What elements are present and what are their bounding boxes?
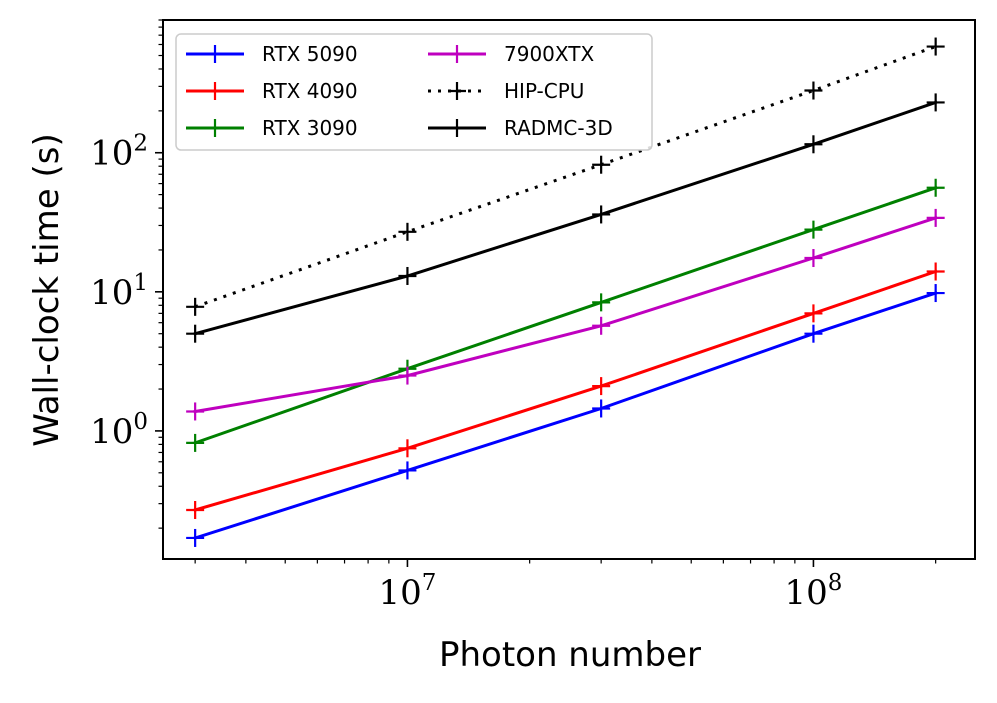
tick-base: 10 (378, 573, 421, 613)
data-point-marker (186, 324, 205, 343)
tick-base: 10 (90, 412, 133, 452)
data-point-marker (804, 304, 823, 323)
data-point-marker (804, 249, 823, 268)
data-point-marker (398, 266, 417, 285)
tick-base: 10 (90, 134, 133, 174)
data-point-marker (926, 262, 945, 281)
data-point-marker (398, 366, 417, 385)
data-point-marker (398, 461, 417, 480)
data-point-marker (398, 439, 417, 458)
tick-exponent: 8 (828, 570, 843, 596)
data-point-marker (592, 316, 611, 335)
series-hip-cpu (186, 37, 945, 316)
legend-entry: HIP-CPU (428, 79, 584, 103)
series-line (193, 291, 938, 540)
data-point-marker (926, 284, 945, 303)
data-point-marker (804, 220, 823, 239)
data-point-marker (926, 178, 945, 197)
legend-label: 7900XTX (504, 42, 594, 66)
data-point-marker (398, 222, 417, 241)
legend-label: HIP-CPU (504, 79, 584, 103)
data-point-marker (804, 324, 823, 343)
data-point-marker (592, 293, 611, 312)
legend: RTX 5090 RTX 4090 RTX 3090 7900XTX HIP-CPU RA… (175, 33, 653, 151)
data-point-marker (186, 297, 205, 316)
data-point-marker (592, 155, 611, 174)
y-axis-title: Wall-clock time (s) (27, 133, 67, 446)
legend-label: RTX 5090 (262, 42, 358, 66)
plot-frame (162, 19, 976, 560)
tick-exponent: 0 (133, 409, 148, 435)
tick-exponent: 7 (422, 570, 437, 596)
legend-entry: 7900XTX (428, 42, 594, 66)
series-7900xtx (186, 208, 945, 421)
legend-label: RADMC-3D (504, 116, 613, 140)
data-point-marker (926, 93, 945, 112)
legend-box (175, 33, 653, 151)
data-point-marker (804, 135, 823, 154)
legend-entry: RTX 5090 (186, 42, 358, 66)
series-rtx-3090 (186, 178, 945, 452)
plot-area (186, 37, 945, 547)
x-tick-label: 108 (784, 570, 842, 613)
tick-exponent: 2 (133, 131, 148, 157)
tick-base: 10 (90, 273, 133, 313)
data-point-marker (186, 528, 205, 547)
data-point-marker (926, 37, 945, 56)
data-point-marker (186, 501, 205, 520)
legend-entry: RADMC-3D (428, 116, 613, 140)
y-tick-label: 101 (90, 270, 148, 313)
y-tick-label: 100 (90, 409, 148, 452)
data-point-marker (592, 399, 611, 418)
data-point-marker (186, 433, 205, 452)
data-point-marker (804, 81, 823, 100)
x-tick-label: 107 (378, 570, 436, 613)
legend-label: RTX 4090 (262, 79, 358, 103)
legend-entry: RTX 3090 (186, 116, 358, 140)
series-rtx-4090 (186, 262, 945, 520)
series-rtx-5090 (186, 284, 945, 547)
tick-base: 10 (784, 573, 827, 613)
x-axis-title: Photon number (439, 635, 701, 675)
legend-entry: RTX 4090 (186, 79, 358, 103)
legend-label: RTX 3090 (262, 116, 358, 140)
series-line (193, 269, 938, 512)
tick-exponent: 1 (133, 270, 148, 296)
y-tick-label: 102 (90, 131, 148, 174)
data-point-marker (926, 208, 945, 227)
data-point-marker (592, 377, 611, 396)
data-point-marker (592, 205, 611, 224)
series-radmc-3d (186, 93, 945, 343)
data-point-marker (186, 402, 205, 421)
